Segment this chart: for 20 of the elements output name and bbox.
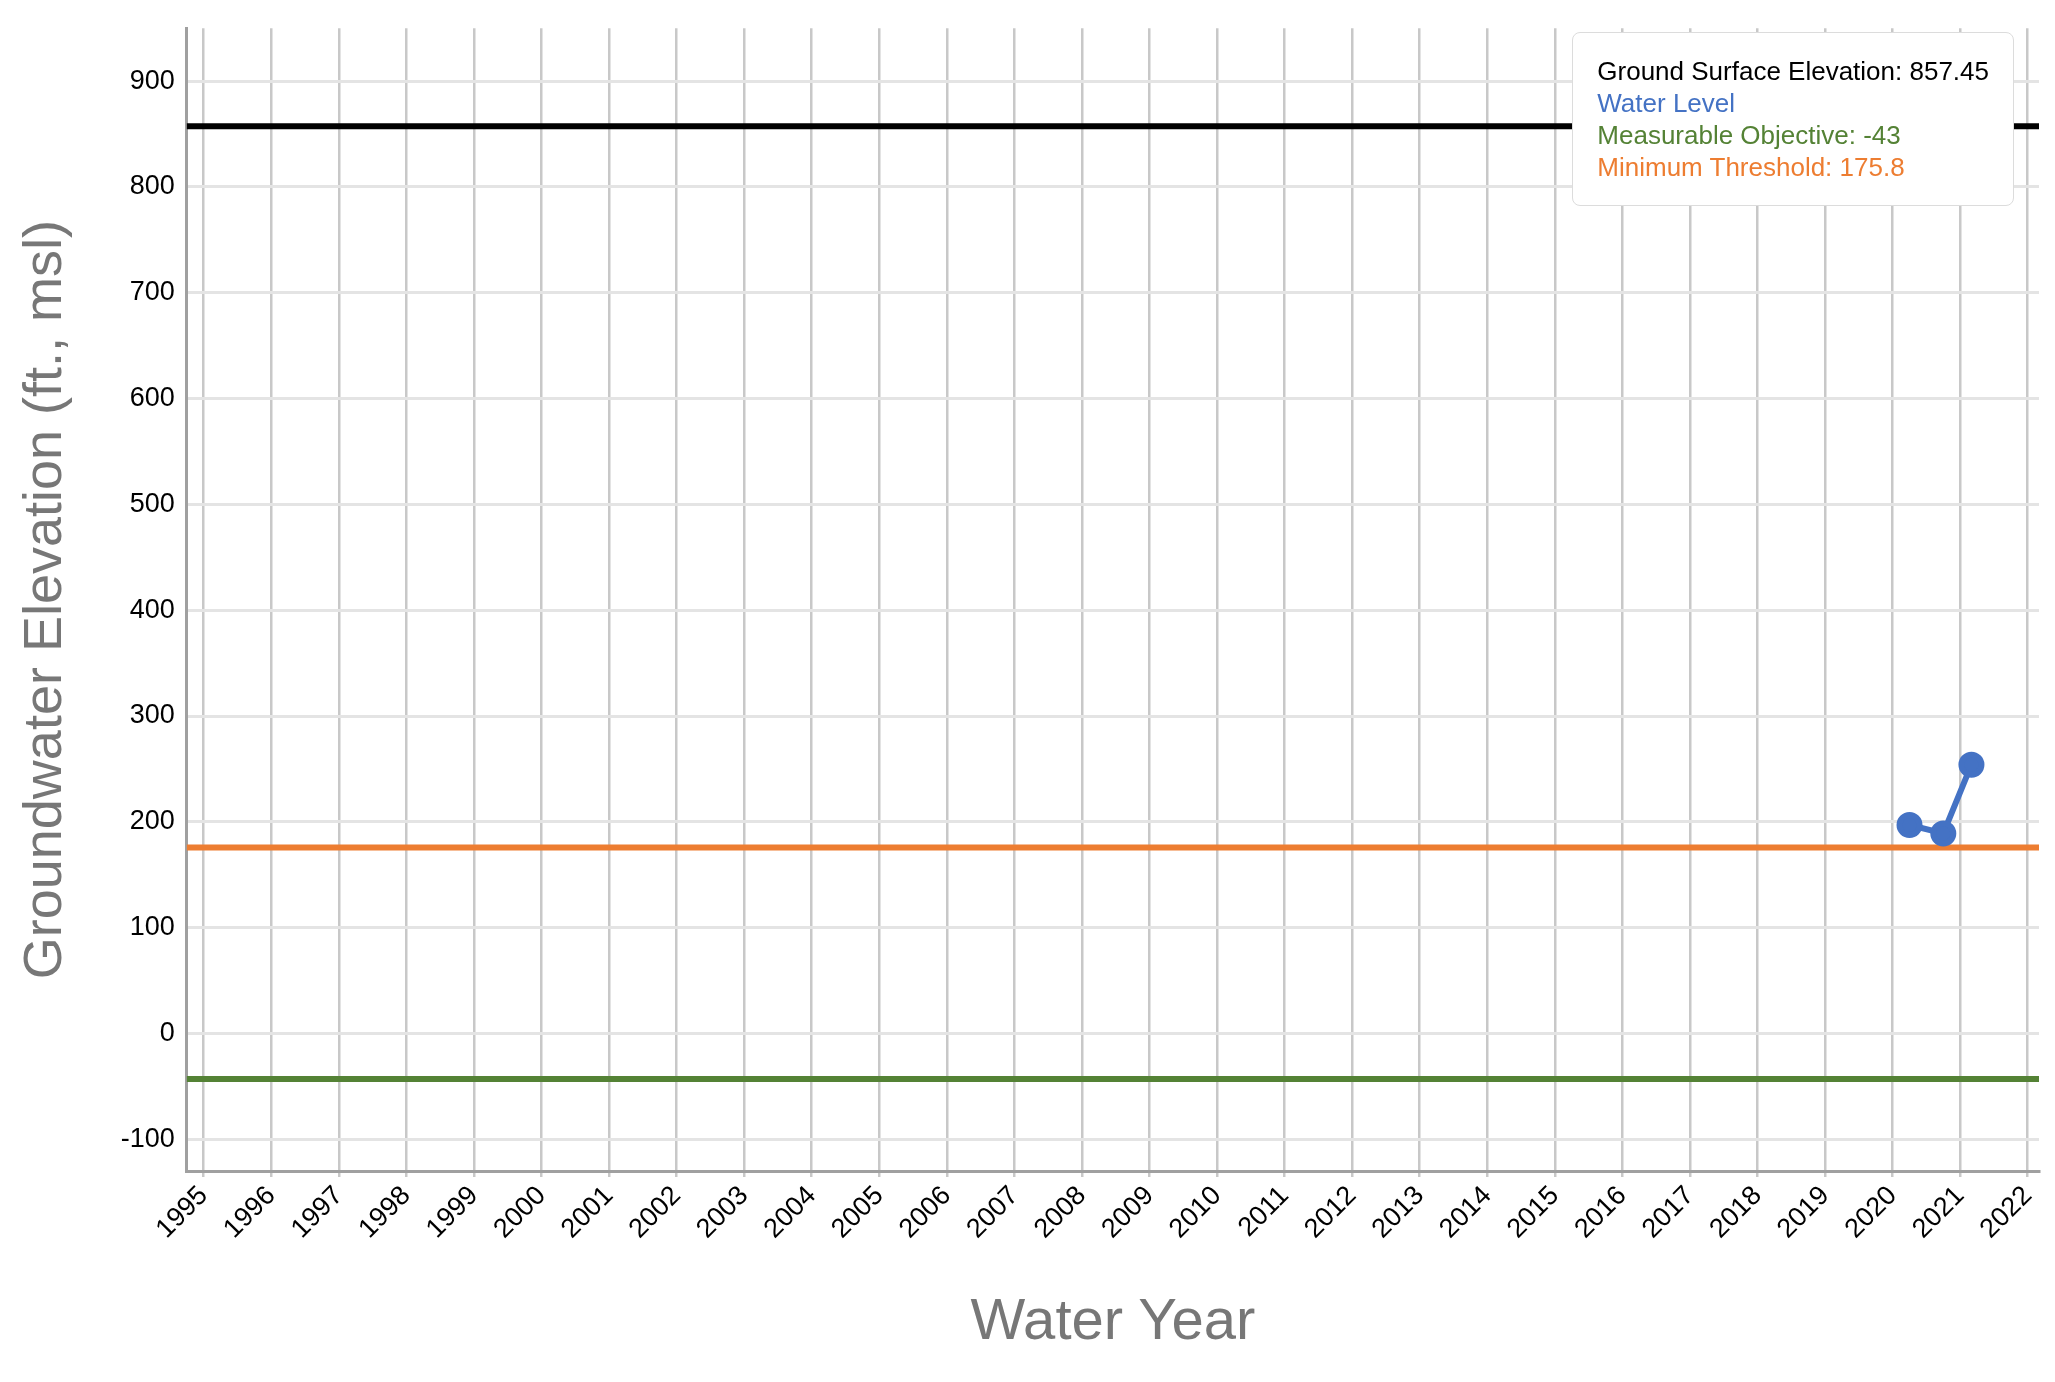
y-tick-label: 300 — [129, 699, 175, 730]
y-tick-label: 500 — [129, 487, 175, 518]
point — [1958, 751, 1985, 778]
y-tick-label: 0 — [159, 1016, 175, 1047]
x-axis-title: Water Year — [970, 1286, 1256, 1352]
y-tick-label: 400 — [129, 593, 175, 624]
y-tick-label: 200 — [129, 805, 175, 836]
text: Minimum Threshold: 175.8 — [1597, 151, 1906, 184]
text: Measurable Objective: -43 — [1597, 119, 1902, 152]
y-tick-label: 900 — [129, 64, 175, 95]
y-tick-label: 800 — [129, 170, 175, 201]
point — [1896, 812, 1923, 838]
point — [1930, 820, 1957, 847]
text: Water Level — [1597, 87, 1737, 120]
y-tick-label: -100 — [120, 1122, 175, 1153]
y-axis-title: Groundwater Elevation (ft., msl) — [12, 219, 73, 980]
y-tick-label: 100 — [129, 911, 175, 942]
series-label: Ground Surface Elevation: 857.45 — [1597, 55, 1989, 88]
y-tick-label: 600 — [129, 382, 175, 413]
y-tick-label: 700 — [129, 276, 175, 307]
